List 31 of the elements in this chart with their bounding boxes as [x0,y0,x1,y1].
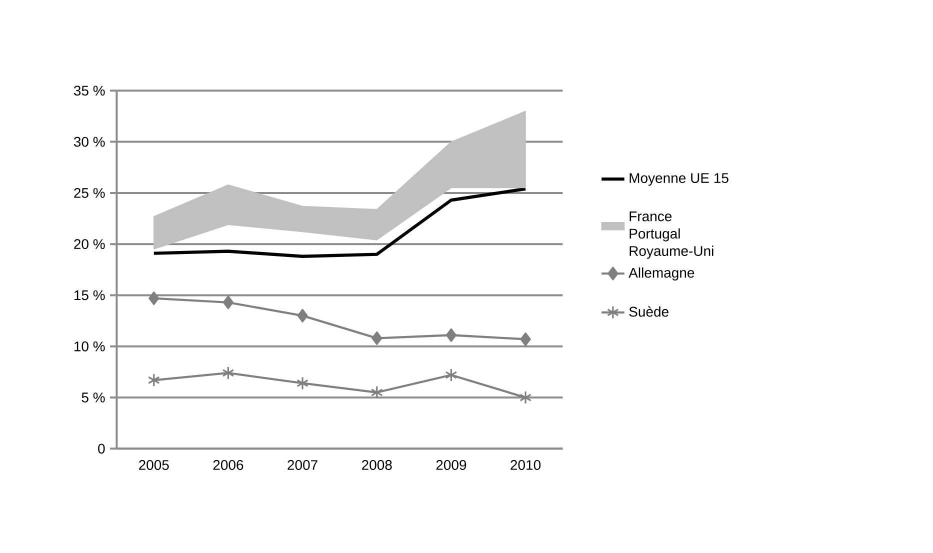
point [222,366,234,380]
y-tick-label: 25 % [74,188,105,198]
legend-label: Moyenne UE 15 [630,173,728,186]
legend-label: Suède [629,306,668,317]
point [148,292,160,306]
point [296,376,309,390]
y-tick-label: 20 % [74,239,105,250]
point [222,296,234,310]
point [520,332,531,346]
y-tick-label: 10 % [74,341,105,352]
legend-label: Allemagne [628,267,694,280]
point [370,386,383,400]
x-tick-label: 2007 [288,460,318,470]
legend-label: France Portugal Royaume-Uni [630,212,714,259]
point [297,308,308,322]
y-tick-label: 15 % [74,290,105,300]
x-tick-label: 2005 [139,460,169,470]
y-tick-label: 5 % [82,392,105,402]
y-tick-label: 35 % [74,86,105,96]
x-tick-label: 2010 [510,460,541,470]
point [445,368,458,382]
x-tick-label: 2006 [213,460,244,470]
y-tick-label: 0 [98,444,105,454]
point [148,373,160,387]
y-tick-label: 30 % [74,136,105,147]
point [520,390,532,404]
point [372,331,382,345]
line-series [152,187,528,258]
point [446,328,456,342]
x-tick-label: 2008 [362,460,392,470]
x-tick-label: 2009 [436,460,466,470]
